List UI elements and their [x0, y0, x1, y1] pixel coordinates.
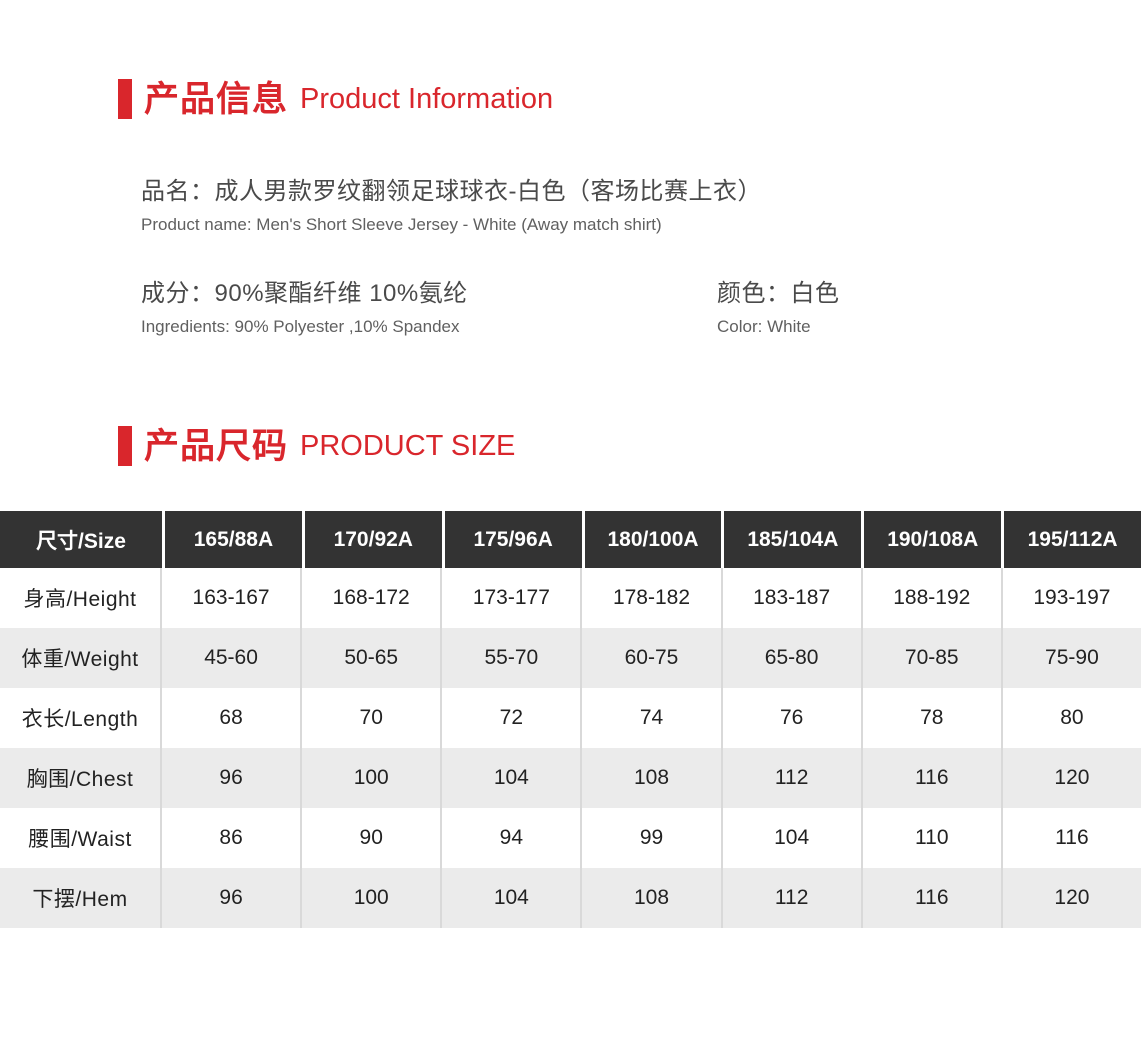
size-table-row: 腰围/Waist 86 90 94 99 104 110 116 [0, 808, 1141, 868]
product-info-block: 品名：成人男款罗纹翻领足球球衣-白色（客场比赛上衣） Product name:… [141, 177, 1141, 337]
product-info-title-en: Product Information [300, 82, 554, 115]
size-table-cell: 168-172 [302, 568, 443, 628]
color-cn: 颜色：白色 [717, 280, 840, 307]
size-table-cell: 110 [863, 808, 1003, 868]
size-table-cell: 116 [863, 868, 1003, 928]
size-table-cell: 173-177 [442, 568, 583, 628]
product-size-section-title: 产品尺码 PRODUCT SIZE [0, 425, 1141, 467]
size-table-cell: 104 [442, 748, 583, 808]
size-table-cell: 78 [863, 688, 1003, 748]
size-table-cell: 120 [1054, 886, 1090, 909]
size-table-cell: 70-85 [863, 628, 1003, 688]
color-en: Color: White [717, 317, 811, 336]
size-table-size-header: 195/112A [1004, 511, 1141, 568]
size-table-cell: 65-80 [723, 628, 863, 688]
size-table-cell: 112 [723, 868, 863, 928]
size-table-cell: 96 [162, 868, 303, 928]
product-name-cn: 品名：成人男款罗纹翻领足球球衣-白色（客场比赛上衣） [141, 178, 762, 205]
size-table-row: 体重/Weight 45-60 50-65 55-70 60-75 65-80 70-85 7… [0, 628, 1141, 688]
size-table-cell: 112 [723, 748, 863, 808]
size-table-cell: 55-70 [442, 628, 583, 688]
product-size-title-cn: 产品尺码 [144, 426, 289, 466]
size-table-cell: 94 [442, 808, 583, 868]
size-table-size-header: 165/88A [165, 511, 302, 568]
size-table-cell: 120 [1054, 766, 1090, 789]
size-table-cell: 163-167 [162, 568, 303, 628]
size-table-row-label: 身高/Height [0, 568, 162, 628]
size-table-cell: 50-65 [302, 628, 443, 688]
product-attributes-row: 成分：90%聚酯纤维 10%氨纶 Ingredients: 90% Polyes… [141, 279, 1141, 337]
size-table-cell: 75-90 [1045, 646, 1099, 669]
size-table-cell: 108 [582, 868, 723, 928]
size-table-cell: 193-197 [1033, 586, 1111, 609]
size-table-cell: 104 [442, 868, 583, 928]
ingredients-en: Ingredients: 90% Polyester ,10% Spandex [141, 317, 460, 336]
size-table-row-label: 腰围/Waist [0, 808, 162, 868]
size-table-body: 身高/Height 163-167 168-172 173-177 178-182 183… [0, 568, 1141, 928]
size-table-cell: 86 [162, 808, 303, 868]
size-table-cell: 183-187 [723, 568, 863, 628]
product-info-section-title: 产品信息 Product Information [0, 78, 1141, 120]
size-table-row: 衣长/Length 68 70 72 74 76 78 80 [0, 688, 1141, 748]
product-detail-page: 产品信息 Product Information 品名：成人男款罗纹翻领足球球衣… [0, 78, 1141, 1052]
size-table-cell: 99 [582, 808, 723, 868]
size-table-cell: 80 [1060, 706, 1084, 729]
size-table-size-header: 190/108A [864, 511, 1002, 568]
size-table-size-header: 170/92A [304, 511, 442, 568]
size-table-row: 下摆/Hem 96 100 104 108 112 116 120 [0, 868, 1141, 928]
size-table-cell: 72 [442, 688, 583, 748]
size-table-row-label: 胸围/Chest [0, 748, 162, 808]
size-table-cell: 100 [302, 868, 443, 928]
size-table-size-header: 185/104A [724, 511, 862, 568]
size-table-row-label: 衣长/Length [0, 688, 162, 748]
size-table-cell: 90 [302, 808, 443, 868]
size-table-cell: 74 [582, 688, 723, 748]
size-table-cell: 45-60 [162, 628, 303, 688]
ingredients-cn: 成分：90%聚酯纤维 10%氨纶 [141, 280, 468, 307]
size-table-cell: 104 [723, 808, 863, 868]
size-table-row-label: 体重/Weight [0, 628, 162, 688]
size-table: 尺寸/Size 165/88A 170/92A 175/96A 180/100A 185/… [0, 511, 1141, 928]
size-table-cell: 178-182 [582, 568, 723, 628]
size-table-cell: 116 [1055, 826, 1089, 849]
size-table-cell: 188-192 [863, 568, 1003, 628]
red-accent-bar [118, 79, 132, 119]
size-table-cell: 100 [302, 748, 443, 808]
size-table-cell: 68 [162, 688, 303, 748]
size-table-corner-header: 尺寸/Size [0, 511, 162, 568]
size-table-row: 身高/Height 163-167 168-172 173-177 178-182 183… [0, 568, 1141, 628]
size-table-cell: 76 [723, 688, 863, 748]
color-block: 颜色：白色 Color: White [717, 279, 1141, 337]
ingredients-block: 成分：90%聚酯纤维 10%氨纶 Ingredients: 90% Polyes… [141, 279, 717, 337]
product-size-title-en: PRODUCT SIZE [300, 429, 516, 462]
size-table-cell: 96 [162, 748, 303, 808]
size-table-row: 胸围/Chest 96 100 104 108 112 116 120 [0, 748, 1141, 808]
product-name-en: Product name: Men's Short Sleeve Jersey … [141, 215, 662, 234]
red-accent-bar [118, 426, 132, 466]
size-table-cell: 60-75 [582, 628, 723, 688]
size-table-header-row: 尺寸/Size 165/88A 170/92A 175/96A 180/100A 185/… [0, 511, 1141, 568]
size-table-row-label: 下摆/Hem [0, 868, 162, 928]
size-table-size-header: 180/100A [584, 511, 722, 568]
product-info-title-cn: 产品信息 [144, 79, 289, 119]
size-table-size-header: 175/96A [444, 511, 582, 568]
size-table-cell: 116 [863, 748, 1003, 808]
size-table-cell: 70 [302, 688, 443, 748]
size-table-cell: 108 [582, 748, 723, 808]
